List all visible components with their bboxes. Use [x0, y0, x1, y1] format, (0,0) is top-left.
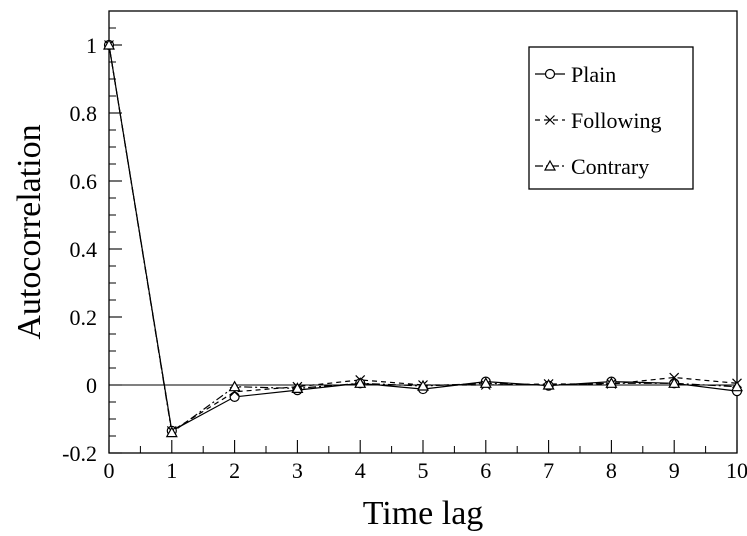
data-point-contrary [165, 426, 178, 438]
data-point-contrary [605, 377, 618, 388]
y-tick-label: 0.4 [70, 237, 98, 262]
data-point-contrary [730, 380, 744, 392]
y-tick-label: 1 [86, 33, 97, 58]
y-axis-title: Autocorrelation [11, 124, 48, 339]
data-point-plain [229, 391, 240, 402]
data-point-contrary [102, 38, 116, 50]
legend: Plain Following Contrary [528, 46, 694, 190]
data-point-contrary [668, 377, 681, 388]
legend-marker-plain [544, 68, 556, 80]
legend-box [528, 46, 694, 190]
x-tick-label: 5 [418, 458, 429, 483]
data-point-contrary [479, 377, 492, 388]
x-tick-label: 8 [606, 458, 617, 483]
legend-marker-contrary [543, 159, 557, 171]
data-point-contrary [416, 379, 430, 391]
legend-label-contrary: Contrary [571, 154, 649, 179]
x-tick-label: 7 [543, 458, 554, 483]
x-axis-title: Time lag [363, 495, 484, 532]
x-tick-label: 0 [104, 458, 115, 483]
x-tick-label: 6 [480, 458, 491, 483]
x-tick-label: 10 [726, 458, 747, 483]
x-tick-label: 9 [669, 458, 680, 483]
y-tick-label: 0.8 [70, 101, 98, 126]
y-tick-label: 0 [86, 373, 97, 398]
y-tick-label: 0.6 [70, 169, 98, 194]
data-point-contrary [542, 378, 555, 390]
y-tick-label: -0.2 [62, 441, 97, 466]
data-point-contrary [354, 377, 367, 388]
data-point-contrary [228, 380, 241, 392]
x-tick-label: 2 [229, 458, 240, 483]
x-tick-label: 3 [292, 458, 303, 483]
legend-label-following: Following [571, 108, 661, 133]
y-tick-label: 0.2 [70, 305, 98, 330]
data-point-contrary [291, 382, 304, 393]
x-tick-label: 4 [355, 458, 366, 483]
x-tick-label: 1 [166, 458, 177, 483]
legend-marker-following [545, 115, 555, 125]
legend-label-plain: Plain [571, 62, 616, 87]
